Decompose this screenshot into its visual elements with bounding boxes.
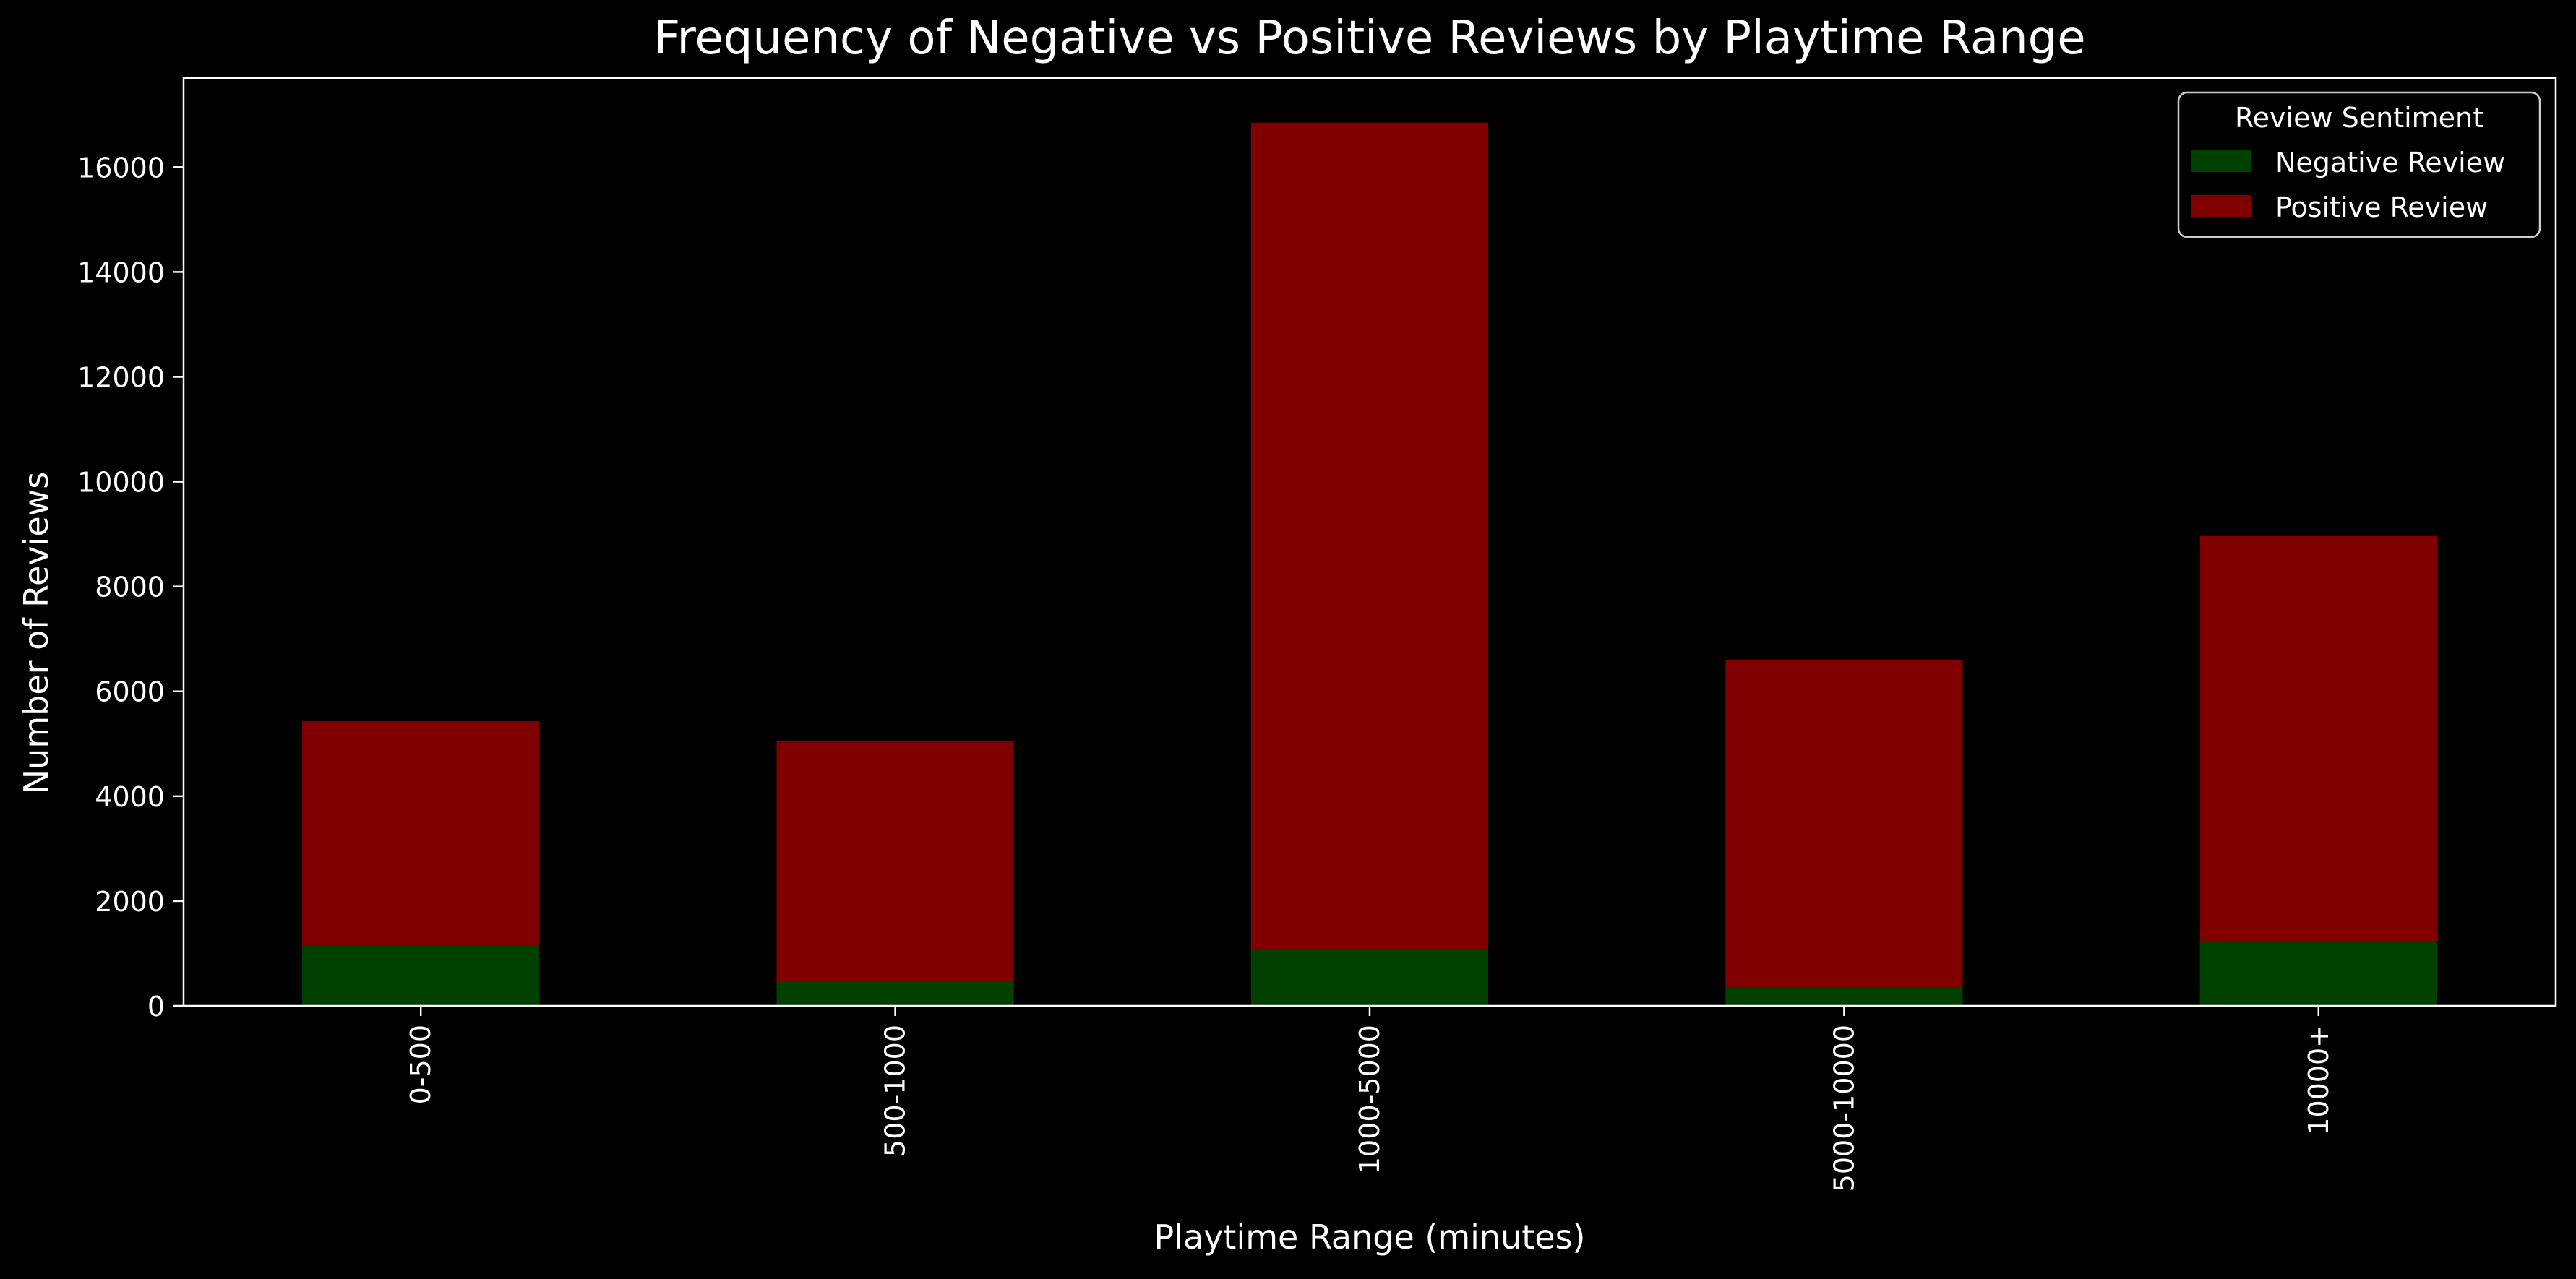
y-tick-label: 8000 bbox=[95, 572, 165, 603]
y-tick-label: 4000 bbox=[95, 781, 165, 813]
x-tick-label: 500-1000 bbox=[880, 1025, 911, 1157]
y-tick-label: 16000 bbox=[77, 152, 165, 184]
legend-box bbox=[2177, 91, 2541, 238]
bars bbox=[302, 122, 2437, 1006]
legend-swatch-negative bbox=[2191, 150, 2251, 172]
x-axis-label: Playtime Range (minutes) bbox=[1154, 1218, 1586, 1257]
bar-negative-10000+ bbox=[2199, 942, 2437, 1006]
y-tick-label: 14000 bbox=[77, 257, 165, 288]
bar-negative-0-500 bbox=[302, 945, 540, 1006]
legend-title: Review Sentiment bbox=[2235, 102, 2483, 134]
y-tick-label: 12000 bbox=[77, 361, 165, 393]
x-tick-label: 0-500 bbox=[405, 1025, 437, 1104]
x-tick-label: 10000+ bbox=[2303, 1025, 2335, 1135]
bar-positive-5000-10000 bbox=[1725, 660, 1963, 988]
bar-positive-1000-5000 bbox=[1250, 122, 1489, 949]
y-tick-label: 10000 bbox=[77, 467, 165, 499]
x-tick-label: 5000-10000 bbox=[1828, 1025, 1860, 1192]
y-tick-label: 6000 bbox=[95, 676, 165, 708]
legend-label-negative: Negative Review bbox=[2275, 147, 2505, 178]
y-tick-label: 2000 bbox=[95, 886, 165, 918]
bar-positive-0-500 bbox=[302, 721, 540, 946]
x-tick-label: 1000-5000 bbox=[1354, 1025, 1386, 1174]
chart-title: Frequency of Negative vs Positive Review… bbox=[653, 12, 2085, 65]
legend-label-positive: Positive Review bbox=[2275, 191, 2488, 223]
legend-swatch-positive bbox=[2191, 195, 2251, 217]
axes: 0 2000 4000 6000 8000 10000 12000 14000 16000 0-5… bbox=[77, 77, 2557, 1192]
y-tick-label: 0 bbox=[147, 991, 165, 1022]
bar-negative-1000-5000 bbox=[1250, 949, 1489, 1006]
y-axis-label: Number of Reviews bbox=[17, 472, 56, 794]
bar-positive-500-1000 bbox=[776, 741, 1014, 981]
legend: Review Sentiment Negative Review Positiv… bbox=[2177, 91, 2541, 238]
bar-positive-10000+ bbox=[2199, 536, 2437, 942]
bar-negative-500-1000 bbox=[776, 981, 1014, 1006]
bar-negative-5000-10000 bbox=[1725, 987, 1963, 1006]
